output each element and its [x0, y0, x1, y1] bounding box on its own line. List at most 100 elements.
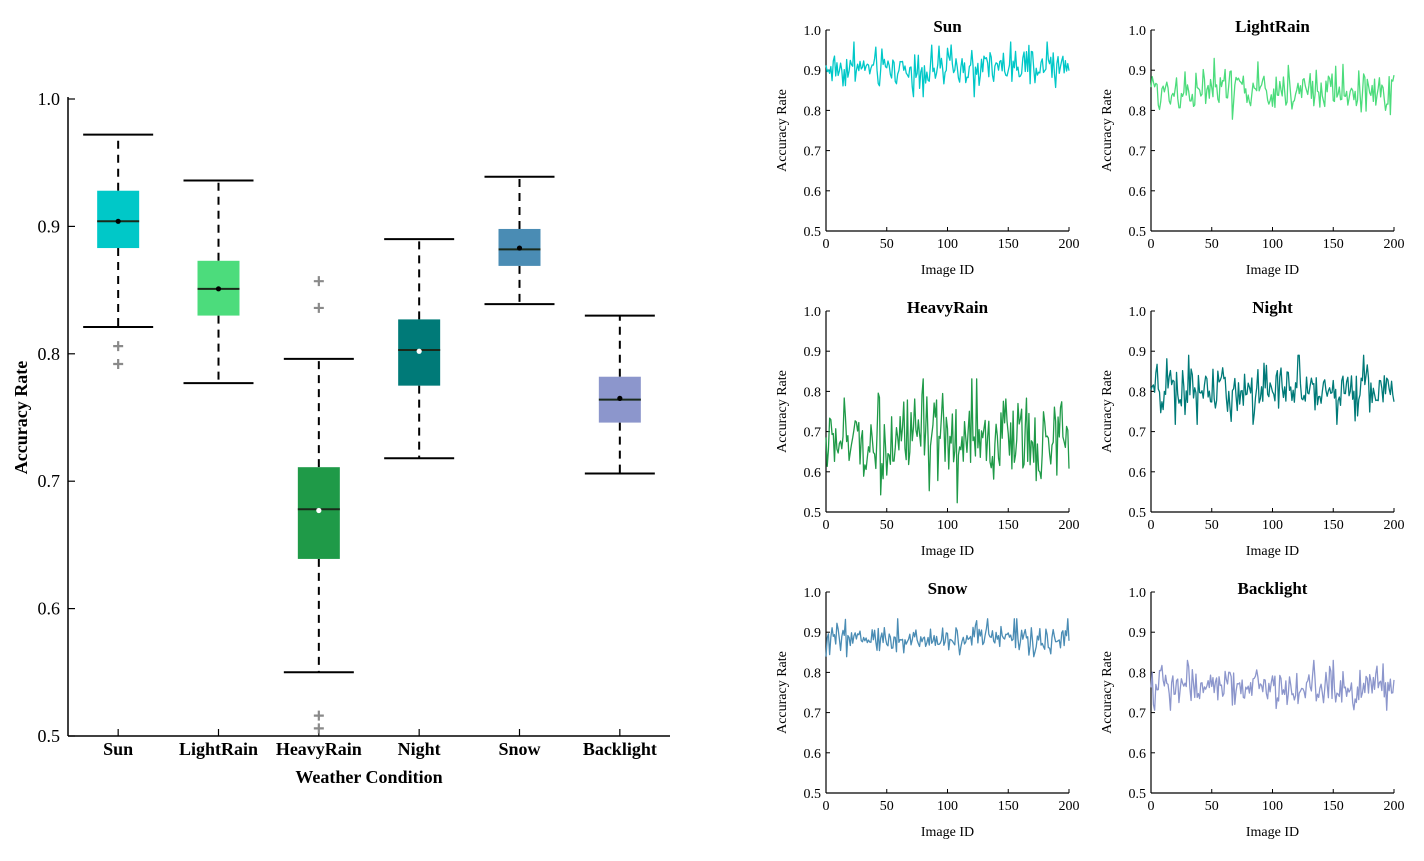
y-tick-label: 0.5: [804, 225, 822, 240]
y-tick-label: 0.7: [804, 426, 822, 441]
x-tick-label: Night: [398, 739, 441, 759]
x-tick-label: 100: [1262, 237, 1283, 252]
x-tick-label: 100: [937, 518, 958, 533]
y-axis-title: Accuracy Rate: [775, 89, 790, 172]
x-tick-label: 100: [1262, 518, 1283, 533]
line-plot-sun: 0.5 0.6 0.7 0.8 0.9 1.0 0 50 100 150 200 Sun Image I…: [775, 17, 1080, 278]
series-line: [825, 618, 1070, 658]
x-tick-label: 50: [880, 799, 894, 814]
y-tick-label: 0.9: [38, 216, 61, 236]
y-tick-label: 0.7: [1129, 426, 1147, 441]
y-tick-label: 0.9: [1129, 64, 1147, 79]
x-tick-label: 100: [1262, 799, 1283, 814]
y-tick-label: 0.8: [804, 385, 822, 400]
x-tick-label: 0: [1148, 799, 1155, 814]
x-tick-label: 50: [880, 518, 894, 533]
box-sun: [83, 133, 154, 369]
y-tick-label: 1.0: [1129, 305, 1147, 320]
series-line: [1150, 659, 1395, 711]
y-tick-label: 0.6: [804, 747, 822, 762]
series-line: [825, 41, 1070, 98]
y-tick-label: 1.0: [804, 305, 822, 320]
y-tick-label: 1.0: [804, 24, 822, 39]
x-tick-label: HeavyRain: [276, 739, 362, 759]
y-tick-label: 0.6: [1129, 466, 1147, 481]
mean-marker: [516, 245, 523, 251]
y-tick-label: 0.6: [1129, 185, 1147, 200]
y-tick-label: 0.8: [1129, 666, 1147, 681]
x-axis-title: Image ID: [921, 263, 974, 278]
x-axis-title: Image ID: [1246, 825, 1299, 840]
plot-title: HeavyRain: [907, 298, 989, 317]
x-tick-label: 0: [823, 237, 830, 252]
x-axis-title: Image ID: [1246, 263, 1299, 278]
x-tick-label: 200: [1059, 518, 1080, 533]
y-tick-label: 1.0: [804, 586, 822, 601]
y-tick-label: 0.9: [1129, 626, 1147, 641]
plot-title: LightRain: [1235, 17, 1310, 36]
y-tick-label: 0.6: [804, 466, 822, 481]
y-tick-label: 0.5: [1129, 225, 1147, 240]
y-tick-label: 0.7: [38, 471, 61, 491]
y-tick-label: 0.7: [1129, 145, 1147, 160]
x-tick-label: 50: [880, 237, 894, 252]
y-axis-title: Accuracy Rate: [1100, 651, 1115, 734]
y-tick-label: 0.6: [1129, 747, 1147, 762]
mean-marker: [115, 218, 121, 224]
x-tick-label: 150: [1323, 799, 1344, 814]
y-tick-label: 0.9: [804, 64, 822, 79]
line-plot-backlight: 0.5 0.6 0.7 0.8 0.9 1.0 0 50 100 150 200 Backlight I…: [1100, 579, 1405, 840]
x-tick-label: 200: [1384, 799, 1405, 814]
plot-title: Sun: [933, 17, 962, 36]
x-tick-label: 50: [1205, 799, 1219, 814]
box-heavyrain: [283, 276, 354, 734]
y-axis-title: Accuracy Rate: [775, 370, 790, 453]
box-snow: [484, 175, 555, 306]
box-lightrain: [183, 179, 254, 385]
y-axis-title: Accuracy Rate: [1100, 89, 1115, 172]
x-tick-label: 150: [1323, 518, 1344, 533]
y-tick-label: 0.9: [804, 626, 822, 641]
y-tick-label: 0.7: [804, 145, 822, 160]
series-line: [1150, 57, 1395, 120]
y-tick-label: 1.0: [1129, 586, 1147, 601]
plot-title: Backlight: [1238, 579, 1308, 598]
x-tick-label: Sun: [103, 739, 133, 759]
box-backlight: [584, 314, 655, 475]
line-plot-snow: 0.5 0.6 0.7 0.8 0.9 1.0 0 50 100 150 200 Snow Image …: [775, 579, 1080, 840]
x-axis-title: Image ID: [1246, 544, 1299, 559]
box-night: [384, 238, 455, 460]
x-tick-label: 200: [1059, 799, 1080, 814]
y-tick-label: 0.8: [804, 666, 822, 681]
x-axis-title: Weather Condition: [295, 767, 442, 787]
boxplot-panel: 0.5 0.6 0.7 0.8 0.9 1.0 Sun LightRain HeavyRain N…: [11, 89, 670, 787]
series-line: [825, 378, 1070, 504]
x-tick-label: Backlight: [583, 739, 657, 759]
outlier-marker: [313, 302, 324, 313]
y-tick-label: 0.7: [1129, 707, 1147, 722]
x-axis-title: Image ID: [921, 544, 974, 559]
outlier-marker: [313, 723, 324, 734]
x-tick-label: 150: [998, 518, 1019, 533]
x-tick-label: 150: [1323, 237, 1344, 252]
y-tick-label: 0.7: [804, 707, 822, 722]
y-tick-label: 0.5: [804, 787, 822, 802]
y-tick-label: 1.0: [1129, 24, 1147, 39]
y-tick-label: 0.5: [804, 506, 822, 521]
series-line: [1150, 354, 1395, 426]
x-tick-label: 0: [1148, 237, 1155, 252]
y-tick-label: 0.6: [38, 599, 61, 619]
y-tick-label: 0.5: [1129, 787, 1147, 802]
y-tick-label: 0.5: [38, 726, 61, 746]
line-plot-night: 0.5 0.6 0.7 0.8 0.9 1.0 0 50 100 150 200 Night Image…: [1100, 298, 1405, 559]
x-axis-title: Image ID: [921, 825, 974, 840]
y-tick-label: 0.8: [1129, 385, 1147, 400]
x-tick-label: 200: [1384, 518, 1405, 533]
mean-marker: [215, 286, 222, 292]
x-tick-label: 50: [1205, 237, 1219, 252]
x-tick-label: 150: [998, 799, 1019, 814]
y-tick-label: 0.6: [804, 185, 822, 200]
y-axis-title: Accuracy Rate: [1100, 370, 1115, 453]
x-tick-label: 150: [998, 237, 1019, 252]
line-plot-grid: 0.5 0.6 0.7 0.8 0.9 1.0 0 50 100 150 200 Sun Image I…: [775, 17, 1405, 840]
